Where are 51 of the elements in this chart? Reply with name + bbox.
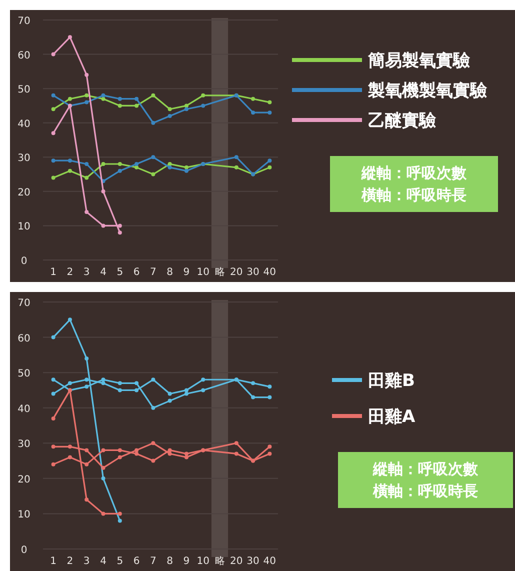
y-tick-label: 20 (18, 474, 30, 486)
legend-label: 田雞B (368, 371, 415, 391)
x-tick-label: 20 (230, 267, 243, 278)
x-tick-label: 20 (230, 556, 243, 567)
x-tick-label: 10 (196, 556, 210, 567)
y-tick-label: 20 (18, 187, 30, 198)
legend-label: 乙醚實驗 (368, 111, 437, 131)
y-tick-label: 50 (18, 368, 30, 380)
y-tick-label: 10 (18, 222, 30, 233)
x-tick-label: 8 (166, 556, 174, 567)
x-tick-label: 4 (100, 267, 106, 278)
note: 縱軸：呼吸次數 橫軸：呼吸時長 (330, 156, 498, 212)
y-tick-label: 60 (18, 333, 30, 344)
x-tick-label: 9 (183, 556, 190, 567)
y-tick-label: 70 (18, 16, 30, 27)
y-tick-label: 0 (20, 256, 28, 267)
x-tick-label: 8 (166, 267, 174, 278)
y-tick-label: 40 (18, 404, 30, 415)
y-tick-label: 70 (18, 298, 30, 309)
x-tick-label: 3 (83, 556, 90, 567)
x-tick-label: 4 (100, 556, 106, 567)
x-tick-label: 9 (183, 267, 190, 278)
x-tick-label: 40 (263, 556, 276, 567)
y-tick-label: 30 (18, 439, 30, 450)
x-tick-label: 略 (214, 556, 225, 567)
x-tick-label: 30 (246, 556, 260, 567)
x-tick-label: 5 (116, 556, 124, 567)
y-tick-label: 60 (18, 50, 30, 62)
legend-label: 簡易製氧實驗 (367, 51, 471, 71)
y-tick-label: 10 (18, 510, 30, 521)
legend-label: 田雞A (368, 407, 416, 427)
y-tick-label: 30 (18, 153, 30, 164)
x-tick-label: 略 (214, 267, 225, 278)
x-tick-label: 7 (150, 267, 156, 278)
x-tick-label: 1 (50, 267, 57, 278)
note: 縱軸：呼吸次數 橫軸：呼吸時長 (338, 452, 513, 508)
x-tick-label: 40 (263, 267, 276, 278)
x-tick-label: 6 (133, 267, 140, 278)
x-tick-label: 3 (83, 267, 90, 278)
x-tick-label: 1 (50, 556, 57, 567)
y-tick-label: 40 (18, 118, 30, 130)
x-tick-label: 6 (133, 556, 140, 567)
y-tick-label: 0 (20, 545, 28, 556)
y-tick-label: 50 (18, 84, 30, 96)
x-tick-label: 5 (116, 267, 124, 278)
legend-label: 製氧機製氧實驗 (367, 81, 488, 101)
x-tick-label: 10 (196, 267, 210, 278)
x-tick-label: 30 (246, 267, 260, 278)
x-tick-label: 2 (66, 556, 74, 567)
x-tick-label: 7 (150, 556, 156, 567)
x-tick-label: 2 (66, 267, 74, 278)
